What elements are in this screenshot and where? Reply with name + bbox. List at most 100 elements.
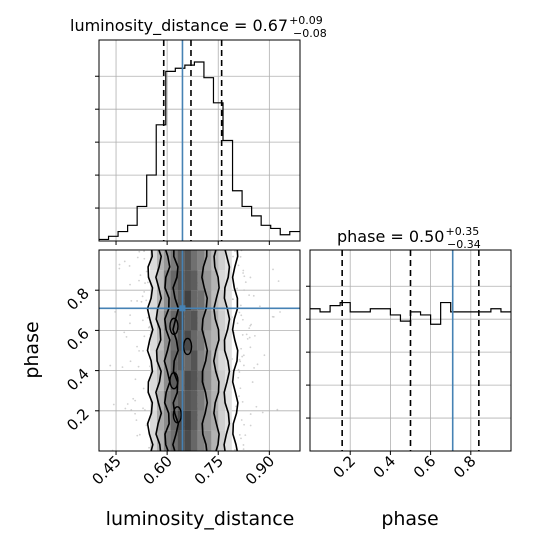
contour-loop	[169, 317, 179, 336]
heatmap-cell	[177, 330, 185, 351]
contour-loop	[172, 406, 183, 424]
x-tick-label-phase: 0.8	[450, 452, 480, 482]
scatter-point	[143, 291, 146, 293]
scatter-point	[138, 250, 141, 253]
contour-loop	[182, 337, 193, 356]
scatter-point	[145, 424, 148, 427]
heatmap-cell	[170, 250, 178, 271]
scatter-point	[123, 260, 126, 263]
heatmap-cell	[170, 270, 178, 291]
heatmap-cell	[163, 250, 171, 271]
contour-line	[223, 250, 231, 451]
heatmap-cell	[163, 370, 171, 391]
scatter-point	[73, 401, 75, 403]
scatter-point	[243, 289, 246, 292]
x-tick-label-distance: 0.90	[242, 452, 278, 488]
scatter-point	[249, 413, 252, 415]
scatter-point	[235, 405, 237, 408]
scatter-point	[244, 281, 247, 284]
phase-title-minus: −0.34	[447, 238, 481, 251]
heatmap-cell	[204, 270, 212, 291]
y-tick-label-phase: 0.6	[63, 325, 93, 355]
heatmap-cell	[204, 330, 212, 351]
heatmap-cell	[184, 430, 191, 451]
scatter-point	[258, 305, 261, 308]
scatter-point	[121, 366, 124, 369]
scatter-point	[129, 322, 131, 325]
scatter-point	[242, 448, 245, 450]
heatmap-cell	[225, 310, 232, 331]
heatmap-cell	[225, 330, 232, 351]
scatter-point	[253, 334, 256, 337]
scatter-point	[135, 419, 138, 422]
heatmap-cell	[184, 310, 191, 331]
heatmap-cell	[204, 370, 212, 391]
contour-line	[146, 250, 154, 451]
heatmap-cell	[190, 270, 198, 291]
heatmap-cell	[184, 290, 191, 311]
scatter-point	[241, 400, 244, 403]
y-tick-label-phase: 0.4	[63, 365, 93, 395]
heatmap-cell	[163, 330, 171, 351]
x-axis-label-distance: luminosity_distance	[106, 508, 295, 530]
scatter-point	[95, 350, 97, 352]
distance-title-plus: +0.09	[289, 14, 323, 27]
scatter-point	[249, 324, 252, 327]
scatter-point	[237, 376, 240, 379]
scatter-point	[239, 304, 242, 307]
scatter-point	[124, 407, 127, 410]
scatter-point	[251, 381, 254, 383]
x-axis-label-phase: phase	[381, 508, 438, 530]
scatter-point	[144, 282, 146, 284]
x-tick-label-distance: 0.75	[191, 452, 227, 488]
heatmap-cell	[150, 290, 157, 311]
scatter-point	[136, 345, 138, 348]
scatter-point	[249, 346, 252, 349]
scatter-point	[109, 364, 112, 367]
heatmap-cell	[163, 270, 171, 291]
scatter-point	[114, 310, 117, 313]
heatmap-cell	[184, 390, 191, 411]
heatmap-cell	[156, 350, 164, 371]
phase-title: phase = 0.50+0.35	[337, 225, 479, 246]
scatter-point	[129, 314, 132, 317]
heatmap-cell	[170, 370, 178, 391]
phase-title-text: phase = 0.50	[337, 227, 444, 246]
heatmap-cell	[197, 270, 205, 291]
marginal-phase-panel	[306, 249, 512, 455]
heatmap-cell	[177, 310, 185, 331]
panel-frame	[98, 39, 301, 242]
contour-loop	[169, 371, 179, 390]
heatmap-cell	[204, 290, 212, 311]
heatmap-cell	[225, 290, 232, 311]
scatter-point	[143, 335, 146, 338]
scatter-point	[239, 360, 242, 363]
heatmap-cell	[204, 310, 212, 331]
heatmap-cell	[150, 310, 157, 331]
scatter-point	[236, 322, 239, 325]
scatter-point	[242, 354, 245, 357]
x-tick-label-distance: 0.45	[89, 452, 125, 488]
heatmap-cell	[204, 250, 212, 271]
x-tick-label-distance: 0.60	[140, 452, 176, 488]
heatmap-cell	[190, 250, 198, 271]
scatter-point	[234, 448, 236, 451]
joint-inner	[73, 250, 300, 451]
scatter-point	[139, 274, 142, 276]
heatmap-cell	[204, 430, 212, 451]
scatter-point	[243, 423, 245, 426]
heatmap-cell	[197, 350, 205, 371]
heatmap-cell	[190, 290, 198, 311]
scatter-point	[242, 272, 244, 274]
scatter-point	[134, 399, 137, 402]
scatter-point	[137, 365, 140, 368]
heatmap-cell	[190, 410, 198, 431]
scatter-point	[238, 433, 241, 436]
heatmap-cell	[156, 310, 164, 331]
heatmap-cell	[211, 330, 219, 351]
scatter-point	[252, 294, 255, 297]
heatmap-cell	[197, 390, 205, 411]
heatmap-cell	[163, 350, 171, 371]
scatter-point	[130, 409, 133, 411]
heatmap-cell	[170, 330, 178, 351]
